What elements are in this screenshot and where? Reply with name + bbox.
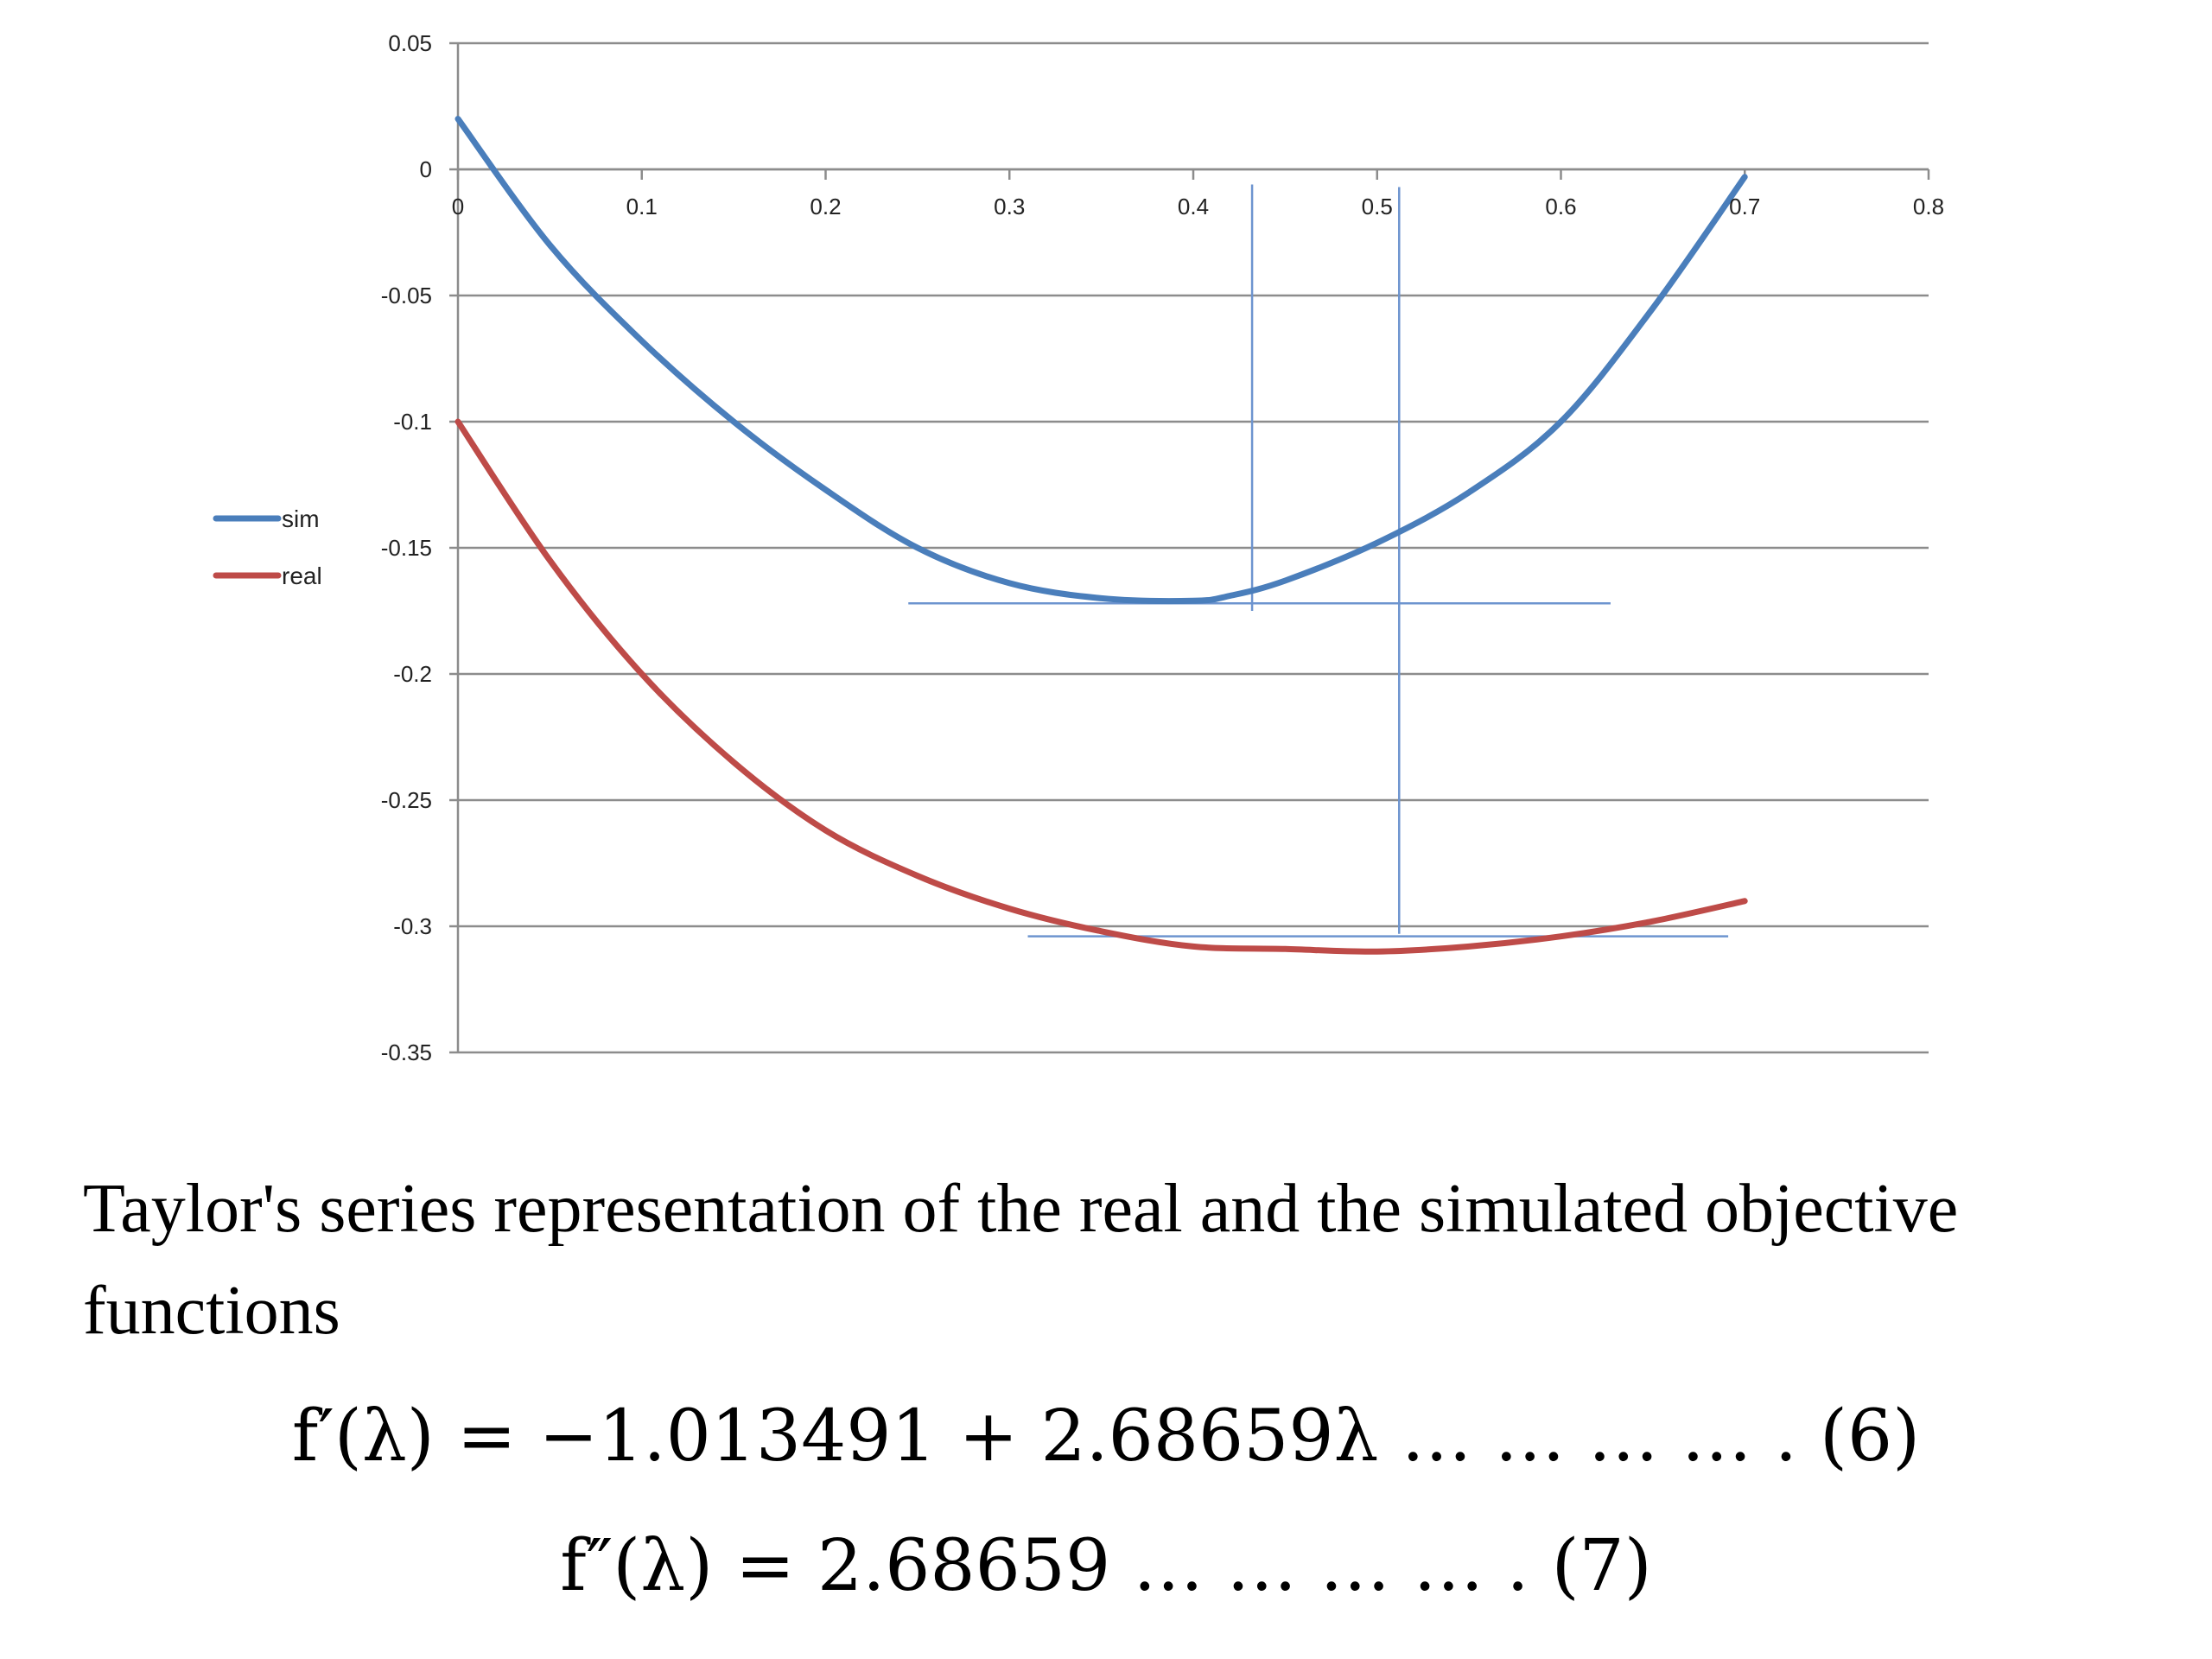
y-tick-label: 0.05 bbox=[388, 30, 432, 56]
x-tick-label: 0 bbox=[452, 194, 464, 219]
x-tick-label: 0.4 bbox=[1178, 194, 1209, 219]
legend: sim real bbox=[213, 505, 322, 589]
x-tick-label: 0.3 bbox=[994, 194, 1025, 219]
y-tick-label: -0.1 bbox=[393, 409, 432, 435]
y-tick-label: -0.25 bbox=[381, 787, 432, 813]
equation-6: f′(λ) = −1.013491 + 2.68659λ … … … … . (… bbox=[291, 1395, 1921, 1478]
x-tick-label: 0.7 bbox=[1729, 194, 1760, 219]
axes bbox=[449, 41, 1930, 1054]
legend-label-sim: sim bbox=[282, 505, 320, 532]
legend-label-real: real bbox=[282, 563, 322, 589]
tick-labels: 0.05 0 -0.05 -0.1 -0.15 -0.2 -0.25 -0.3 -0.35 0 0.… bbox=[381, 30, 1944, 1065]
y-tick-label: -0.2 bbox=[393, 661, 432, 687]
series-line-sim bbox=[454, 116, 1748, 605]
equation-7: f″(λ) = 2.68659 … … … … . (7) bbox=[560, 1525, 1652, 1607]
y-tick-label: -0.15 bbox=[381, 535, 432, 561]
chart: 0.05 0 -0.05 -0.1 -0.15 -0.2 -0.25 -0.3 -0.35 0 0.… bbox=[213, 30, 1944, 1065]
y-tick-label: -0.05 bbox=[381, 283, 432, 308]
x-tick-label: 0.2 bbox=[810, 194, 841, 219]
x-tick-label: 0.5 bbox=[1362, 194, 1393, 219]
y-tick-label: -0.3 bbox=[393, 913, 432, 939]
y-tick-label: -0.35 bbox=[381, 1039, 432, 1065]
x-tick-label: 0.6 bbox=[1545, 194, 1576, 219]
y-tick-label: 0 bbox=[420, 156, 432, 182]
series-line-real bbox=[454, 418, 1748, 955]
x-tick-label: 0.8 bbox=[1913, 194, 1944, 219]
data-series bbox=[454, 116, 1748, 955]
reference-lines bbox=[908, 184, 1729, 938]
x-tick-label: 0.1 bbox=[626, 194, 658, 219]
figure-caption: Taylor's series representation of the re… bbox=[83, 1171, 1959, 1349]
